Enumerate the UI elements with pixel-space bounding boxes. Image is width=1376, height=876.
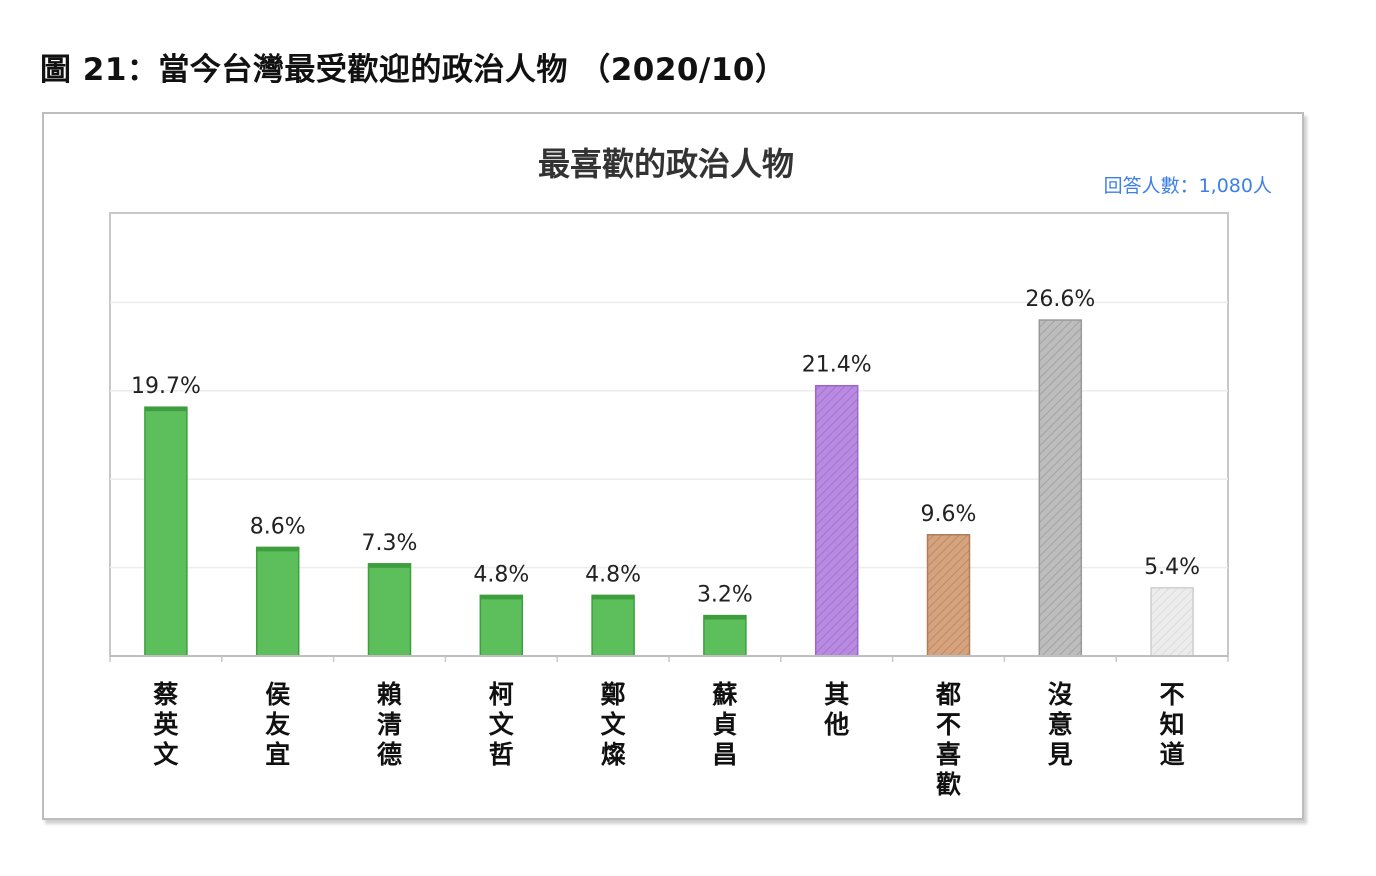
bar-top-edge xyxy=(480,595,523,600)
data-label: 19.7% xyxy=(131,374,201,399)
bar xyxy=(367,563,412,657)
bar xyxy=(814,384,859,657)
chart-frame xyxy=(42,112,1304,820)
chart-title: 最喜歡的政治人物 xyxy=(538,145,794,183)
category-label: 蘇貞昌 xyxy=(711,680,737,769)
category-label: 沒意見 xyxy=(1048,680,1074,769)
category-label: 其他 xyxy=(823,680,849,739)
data-label: 8.6% xyxy=(250,514,306,539)
data-label: 26.6% xyxy=(1025,287,1095,312)
data-label: 5.4% xyxy=(1144,555,1200,580)
respondents-note: 回答人數：1,080人 xyxy=(1104,175,1272,197)
category-label: 柯文哲 xyxy=(489,680,515,769)
bar xyxy=(1038,319,1083,657)
category-label: 都不喜歡 xyxy=(935,680,961,799)
category-label: 不知道 xyxy=(1160,680,1185,769)
bar xyxy=(479,594,524,657)
bar xyxy=(144,406,188,657)
figure-title: 圖 21：當今台灣最受歡迎的政治人物 （2020/10） xyxy=(40,52,787,88)
data-label: 3.2% xyxy=(697,583,753,608)
data-labels: 19.7% 8.6% 7.3% 4.8% 4.8% 3.2% 21.4% 9.6% 26.6% 5… xyxy=(131,287,1200,608)
category-labels: 蔡英文 侯友宜 賴清德 柯文哲 鄭文燦 蘇貞昌 其他 都不喜歡 沒意見 不知道 xyxy=(153,680,1184,799)
data-label: 4.8% xyxy=(473,562,529,587)
data-label: 21.4% xyxy=(802,353,872,378)
category-label: 蔡英文 xyxy=(153,680,179,769)
category-label: 侯友宜 xyxy=(265,680,290,769)
bar-top-edge xyxy=(592,595,635,600)
bars xyxy=(110,319,1228,657)
bar xyxy=(591,594,635,657)
bar xyxy=(703,614,747,657)
bar xyxy=(255,546,300,657)
data-label: 4.8% xyxy=(585,562,641,587)
bar xyxy=(1150,587,1194,657)
category-label: 鄭文燦 xyxy=(601,680,627,769)
data-label: 7.3% xyxy=(362,531,418,556)
category-label: 賴清德 xyxy=(377,680,402,769)
bar-top-edge xyxy=(144,407,187,412)
bar-top-edge xyxy=(256,547,299,552)
bar-top-edge xyxy=(368,563,411,568)
bar-top-edge xyxy=(703,615,746,620)
data-label: 9.6% xyxy=(921,502,977,527)
bar xyxy=(926,534,971,657)
